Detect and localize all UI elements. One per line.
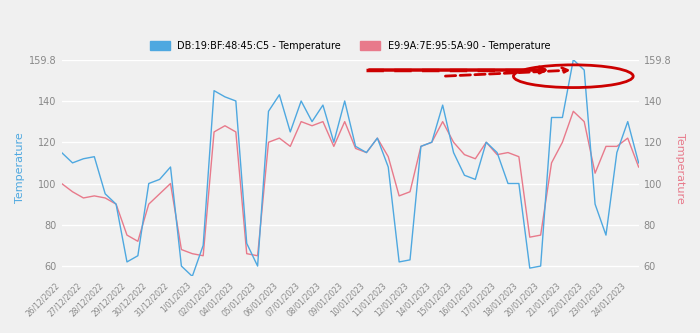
DB:19:BF:48:45:C5 - Temperature [634,161,643,165]
DB:19:BF:48:45:C5 - Temperature [406,258,414,262]
DB:19:BF:48:45:C5 - Temperature [57,151,66,155]
E9:9A:7E:95:5A:90 - Temperature [199,254,207,258]
DB:19:BF:48:45:C5 - Temperature [286,130,295,134]
E9:9A:7E:95:5A:90 - Temperature [384,155,393,159]
Line: DB:19:BF:48:45:C5 - Temperature: DB:19:BF:48:45:C5 - Temperature [62,60,638,276]
E9:9A:7E:95:5A:90 - Temperature [57,181,66,185]
DB:19:BF:48:45:C5 - Temperature [416,145,425,149]
DB:19:BF:48:45:C5 - Temperature [155,177,164,181]
E9:9A:7E:95:5A:90 - Temperature [286,145,295,149]
E9:9A:7E:95:5A:90 - Temperature [406,190,414,194]
E9:9A:7E:95:5A:90 - Temperature [155,192,164,196]
Y-axis label: Temperature: Temperature [15,133,25,203]
DB:19:BF:48:45:C5 - Temperature [384,165,393,169]
Legend: DB:19:BF:48:45:C5 - Temperature, E9:9A:7E:95:5A:90 - Temperature: DB:19:BF:48:45:C5 - Temperature, E9:9A:7… [146,37,554,55]
E9:9A:7E:95:5A:90 - Temperature [416,145,425,149]
E9:9A:7E:95:5A:90 - Temperature [634,165,643,169]
E9:9A:7E:95:5A:90 - Temperature [569,109,577,113]
DB:19:BF:48:45:C5 - Temperature [569,58,577,62]
DB:19:BF:48:45:C5 - Temperature [188,274,197,278]
E9:9A:7E:95:5A:90 - Temperature [460,153,468,157]
Y-axis label: Temperature: Temperature [675,133,685,203]
Line: E9:9A:7E:95:5A:90 - Temperature: E9:9A:7E:95:5A:90 - Temperature [62,111,638,256]
DB:19:BF:48:45:C5 - Temperature [460,173,468,177]
